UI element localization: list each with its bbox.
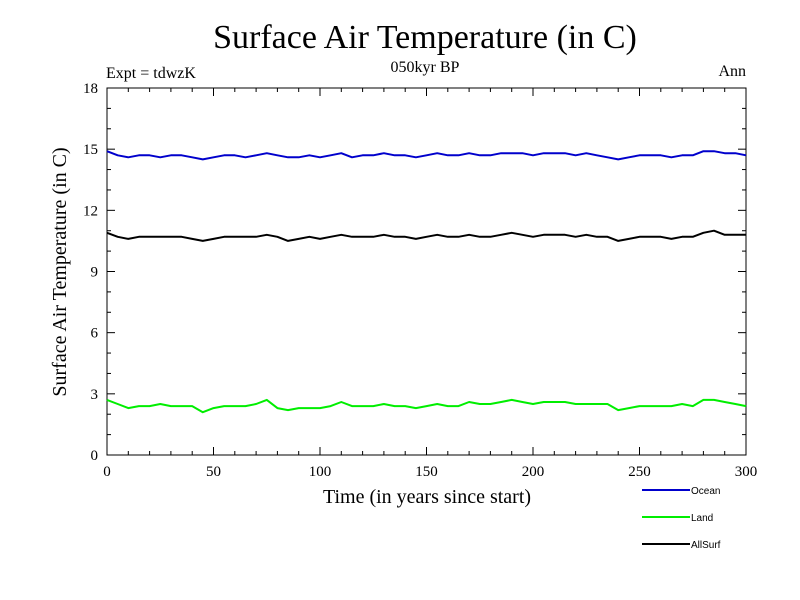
legend-label-ocean: Ocean bbox=[691, 486, 720, 497]
chart-subtitle: 050kyr BP bbox=[391, 59, 460, 76]
y-tick-label: 12 bbox=[83, 203, 98, 219]
legend-label-land: Land bbox=[691, 513, 713, 524]
x-tick-label: 150 bbox=[415, 464, 438, 480]
x-tick-label: 300 bbox=[735, 464, 758, 480]
y-axis: 0 3 6 9 12 15 18 bbox=[83, 81, 746, 464]
plot-frame bbox=[106, 87, 747, 456]
x-axis: 0 50 100 150 200 250 300 bbox=[103, 88, 757, 480]
series-line-ocean bbox=[106, 150, 747, 161]
experiment-label: Expt = tdwzK bbox=[106, 65, 196, 82]
y-tick-label: 3 bbox=[91, 387, 99, 403]
season-label: Ann bbox=[718, 63, 746, 80]
legend-label-allsurf: AllSurf bbox=[691, 540, 721, 551]
x-axis-label: Time (in years since start) bbox=[323, 486, 531, 508]
x-tick-label: 200 bbox=[522, 464, 545, 480]
y-tick-label: 0 bbox=[91, 448, 99, 464]
y-tick-label: 9 bbox=[91, 265, 99, 281]
chart-title: Surface Air Temperature (in C) bbox=[213, 19, 637, 56]
y-tick-label: 18 bbox=[83, 81, 98, 97]
x-tick-label: 0 bbox=[103, 464, 111, 480]
legend: Ocean Land AllSurf bbox=[642, 486, 721, 551]
series-lines bbox=[106, 150, 747, 414]
y-tick-label: 6 bbox=[91, 326, 99, 342]
x-tick-label: 250 bbox=[628, 464, 651, 480]
series-line-allsurf bbox=[106, 229, 746, 242]
x-tick-label: 50 bbox=[206, 464, 221, 480]
series-line-land bbox=[106, 398, 747, 414]
y-axis-label: Surface Air Temperature (in C) bbox=[49, 147, 71, 396]
y-tick-label: 15 bbox=[83, 142, 98, 158]
x-tick-label: 100 bbox=[309, 464, 332, 480]
